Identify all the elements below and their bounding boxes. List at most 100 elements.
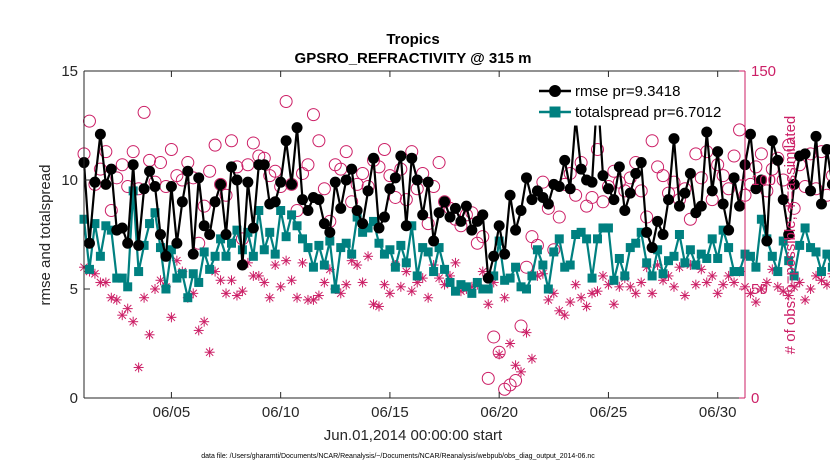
possible-obs-point xyxy=(219,188,233,202)
totalspread-point xyxy=(511,262,521,272)
possible-obs-point xyxy=(153,156,167,170)
asterisk-stroke xyxy=(495,350,504,359)
asterisk-stroke xyxy=(544,295,553,304)
totalspread-point xyxy=(516,282,526,292)
possible-obs-point xyxy=(399,193,413,207)
asterisk-stroke xyxy=(90,269,99,278)
rmse-point xyxy=(652,215,664,227)
rmse-point xyxy=(493,220,505,232)
totalspread-point xyxy=(270,249,280,259)
asterisk-stroke xyxy=(336,289,345,298)
asterisk-stroke xyxy=(779,287,788,296)
assimilated-obs-point xyxy=(373,301,384,312)
rmse-point xyxy=(504,189,516,201)
asterisk-stroke xyxy=(418,274,427,283)
rmse-point xyxy=(788,178,800,190)
assimilated-obs-point xyxy=(483,299,494,310)
assimilated-obs-point xyxy=(117,310,128,321)
rmse-point xyxy=(83,237,95,249)
asterisk-stroke xyxy=(768,265,777,274)
totalspread-point xyxy=(199,247,209,257)
assimilated-obs-point xyxy=(729,277,740,288)
totalspread-point xyxy=(778,236,788,246)
y-axis-right-label: # of obs: o=possible; ∗=assimilated xyxy=(782,116,799,355)
possible-obs-point xyxy=(645,134,659,148)
assimilated-obs-point xyxy=(395,281,406,292)
asterisk-stroke xyxy=(233,291,241,300)
rmse-point xyxy=(684,167,696,179)
assimilated-obs-point xyxy=(745,288,756,299)
assimilated-obs-point xyxy=(636,277,647,288)
rmse-point xyxy=(460,200,472,212)
rmse-point xyxy=(215,178,227,190)
asterisk-stroke xyxy=(320,278,329,287)
asterisk-stroke xyxy=(500,293,509,302)
asterisk-stroke xyxy=(506,339,515,348)
asterisk-stroke xyxy=(773,282,782,291)
y-tick-label: 10 xyxy=(61,172,78,189)
assimilated-obs-point xyxy=(718,279,729,290)
possible-obs-point xyxy=(782,138,796,152)
rmse-point xyxy=(630,167,642,179)
assimilated-obs-point xyxy=(679,290,690,301)
legend-totalspread-marker xyxy=(549,106,561,118)
rmse-point xyxy=(138,183,150,195)
asterisk-stroke xyxy=(790,282,799,291)
asterisk-stroke xyxy=(369,300,378,309)
rmse-point xyxy=(482,272,494,284)
assimilated-obs-point xyxy=(750,297,761,308)
possible-obs-point xyxy=(208,138,222,152)
assimilated-obs-point xyxy=(521,327,532,338)
asterisk-stroke xyxy=(167,313,176,322)
totalspread-point xyxy=(172,273,182,283)
rmse-point xyxy=(641,226,653,238)
assimilated-obs-point xyxy=(581,301,592,312)
asterisk-stroke xyxy=(375,302,383,311)
totalspread-point xyxy=(702,253,712,263)
assimilated-obs-point xyxy=(559,310,570,321)
x-tick-label: 06/25 xyxy=(590,404,628,421)
asterisk-stroke xyxy=(364,252,373,261)
assimilated-obs-point xyxy=(789,281,800,292)
assimilated-obs-point xyxy=(253,270,264,281)
rmse-point xyxy=(488,250,500,262)
assimilated-obs-point xyxy=(647,288,658,299)
possible-obs-point xyxy=(312,134,326,148)
totalspread-point xyxy=(248,251,258,261)
legend: rmse pr=9.3418 totalspread pr=6.7012 xyxy=(532,78,734,126)
rmse-point xyxy=(772,154,784,166)
assimilated-obs-point xyxy=(281,255,292,266)
assimilated-obs-point xyxy=(516,366,527,377)
totalspread-point xyxy=(145,219,155,229)
rmse-point xyxy=(520,172,532,184)
asterisk-stroke xyxy=(817,276,826,285)
asterisk-stroke xyxy=(200,317,209,326)
possible-obs-point xyxy=(164,142,178,156)
possible-obs-point xyxy=(514,319,528,333)
totalspread-point xyxy=(210,251,220,261)
totalspread-point xyxy=(461,282,471,292)
totalspread-point xyxy=(254,206,264,216)
assimilated-obs-point xyxy=(821,279,830,290)
assimilated-obs-point xyxy=(144,329,155,340)
totalspread-point xyxy=(166,245,176,255)
asterisk-stroke xyxy=(599,271,607,280)
assimilated-obs-point xyxy=(128,316,139,327)
totalspread-point xyxy=(614,253,624,263)
assimilated-obs-point xyxy=(701,277,712,288)
rmse-point xyxy=(510,224,522,236)
totalspread-point xyxy=(494,236,504,246)
totalspread-point xyxy=(664,256,674,266)
totalspread-point xyxy=(243,227,253,237)
totalspread-point xyxy=(150,208,160,218)
possible-obs-point xyxy=(656,169,670,183)
asterisk-stroke xyxy=(145,330,154,339)
rmse-point xyxy=(193,172,205,184)
assimilated-obs-point xyxy=(111,294,122,305)
totalspread-point xyxy=(653,245,663,255)
totalspread-point xyxy=(467,288,477,298)
totalspread-point xyxy=(456,280,466,290)
possible-obs-point xyxy=(203,164,217,178)
possible-obs-point xyxy=(727,149,741,163)
assimilated-obs-point xyxy=(707,270,718,281)
